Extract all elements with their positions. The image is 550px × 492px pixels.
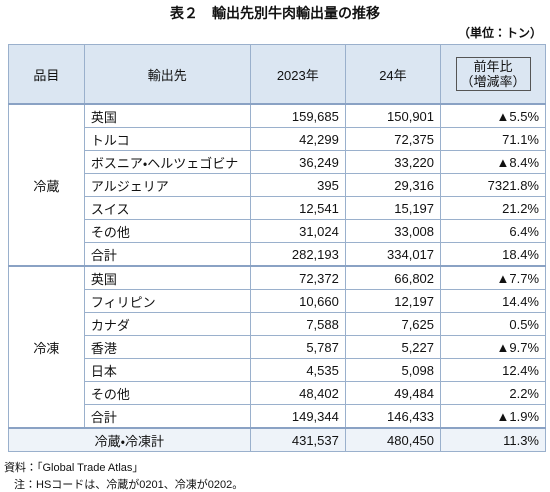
cell-number: 159,685	[249, 103, 346, 128]
grand-total-label: 冷蔵・冷凍計	[8, 427, 251, 452]
cell-number: 10,660	[249, 289, 346, 313]
cell-number: 33,008	[344, 219, 442, 243]
column-header-label: 前年比	[473, 59, 513, 74]
table-row: その他 31,024 33,008 6.4%	[9, 219, 546, 243]
cell-number: 7,625	[344, 312, 442, 336]
title: 表２ 輸出先別牛肉輸出量の推移	[170, 5, 380, 21]
cell-number: 282,193	[249, 242, 346, 267]
column-header-box: 前年比 （増減率）	[455, 57, 531, 91]
cell-number: 2.2%	[440, 381, 546, 405]
cell-number: 4,535	[249, 358, 346, 382]
table-row: 合計 282,193 334,017 18.4%	[9, 242, 546, 267]
cell-number: 5,787	[249, 335, 346, 359]
cell-number: 42,299	[249, 127, 346, 151]
cell-name: フィリピン	[83, 289, 251, 313]
cell-name: 英国	[83, 265, 251, 290]
cell-number: 21.2%	[440, 196, 546, 220]
column-header: 輸出先	[83, 44, 251, 105]
cell-number: 5,227	[344, 335, 442, 359]
cell-number: ▲1.9%	[440, 404, 546, 429]
column-header: 前年比 （増減率）	[440, 44, 546, 105]
cell-number: 18.4%	[440, 242, 546, 267]
cell-number: 146,433	[344, 404, 442, 429]
cell-number: 431,537	[249, 427, 346, 452]
table-row: トルコ 42,299 72,375 71.1%	[9, 127, 546, 151]
table-row: 冷蔵 英国 159,685 150,901 ▲5.5%	[8, 103, 546, 267]
cell-number: 149,344	[249, 404, 346, 429]
cell-number: 72,372	[249, 265, 346, 290]
cell-number: 12.4%	[440, 358, 546, 382]
cell-name: カナダ	[83, 312, 251, 336]
cell-number: 72,375	[344, 127, 442, 151]
cell-number: 36,249	[249, 150, 346, 174]
cell-number: 5,098	[344, 358, 442, 382]
table-row: フィリピン 10,660 12,197 14.4%	[9, 289, 546, 313]
cell-number: 0.5%	[440, 312, 546, 336]
cell-number: 7,588	[249, 312, 346, 336]
table-row: 香港 5,787 5,227 ▲9.7%	[9, 335, 546, 359]
table-row: その他 48,402 49,484 2.2%	[9, 381, 546, 405]
cell-number: 71.1%	[440, 127, 546, 151]
cell-number: 49,484	[344, 381, 442, 405]
cell-name: 合計	[83, 404, 251, 429]
cell-name: スイス	[83, 196, 251, 220]
table-row: カナダ 7,588 7,625 0.5%	[9, 312, 546, 336]
table-row: ボスニア・ヘルツェゴビナ 36,249 33,220 ▲8.4%	[9, 150, 546, 174]
cell-number: ▲8.4%	[440, 150, 546, 174]
cell-number: 480,450	[344, 427, 442, 452]
cell-number: 150,901	[344, 103, 442, 128]
cell-number: 12,197	[344, 289, 442, 313]
column-header-sublabel: （増減率）	[460, 74, 526, 89]
note: 注：HSコードは、冷蔵が0201、冷凍が0202。	[14, 479, 244, 491]
column-header: 品目	[8, 44, 85, 105]
cell-number: 7321.8%	[440, 173, 546, 197]
cell-name: 合計	[83, 242, 251, 267]
table: 品目 輸出先 2023年 24年 前年比 （増減率） 冷蔵 英国 159,685 150,901 ▲…	[8, 44, 546, 452]
table-row: 日本 4,535 5,098 12.4%	[9, 358, 546, 382]
unit: （単位：トン）	[457, 26, 542, 40]
cell-name: トルコ	[83, 127, 251, 151]
cell-number: 6.4%	[440, 219, 546, 243]
cell-name: アルジェリア	[83, 173, 251, 197]
column-header: 24年	[344, 44, 442, 105]
cell-number: 31,024	[249, 219, 346, 243]
cell-name: その他	[83, 219, 251, 243]
cell-number: 334,017	[344, 242, 442, 267]
group-label: 冷蔵	[8, 103, 85, 267]
cell-name: 日本	[83, 358, 251, 382]
table-row: 合計 149,344 146,433 ▲1.9%	[9, 404, 546, 429]
cell-name: ボスニア・ヘルツェゴビナ	[83, 150, 251, 174]
table-row: アルジェリア 395 29,316 7321.8%	[9, 173, 546, 197]
cell-number: 14.4%	[440, 289, 546, 313]
cell-number: 12,541	[249, 196, 346, 220]
cell-number: ▲9.7%	[440, 335, 546, 359]
grand-total-row: 冷蔵・冷凍計 431,537 480,450 11.3%	[8, 427, 546, 452]
cell-number: 29,316	[344, 173, 442, 197]
table-row: スイス 12,541 15,197 21.2%	[9, 196, 546, 220]
column-header: 2023年	[249, 44, 346, 105]
cell-number: 33,220	[344, 150, 442, 174]
cell-name: その他	[83, 381, 251, 405]
cell-name: 香港	[83, 335, 251, 359]
cell-number: ▲5.5%	[440, 103, 546, 128]
cell-number: 11.3%	[440, 427, 546, 452]
cell-number: 395	[249, 173, 346, 197]
group-label: 冷凍	[8, 265, 85, 429]
table-row: 冷凍 英国 72,372 66,802 ▲7.7%	[8, 265, 546, 429]
header-row: 品目 輸出先 2023年 24年 前年比 （増減率）	[8, 44, 546, 105]
cell-number: 66,802	[344, 265, 442, 290]
cell-number: 15,197	[344, 196, 442, 220]
note: 資料：「Global Trade Atlas」	[4, 462, 144, 474]
cell-name: 英国	[83, 103, 251, 128]
cell-number: 48,402	[249, 381, 346, 405]
cell-number: ▲7.7%	[440, 265, 546, 290]
